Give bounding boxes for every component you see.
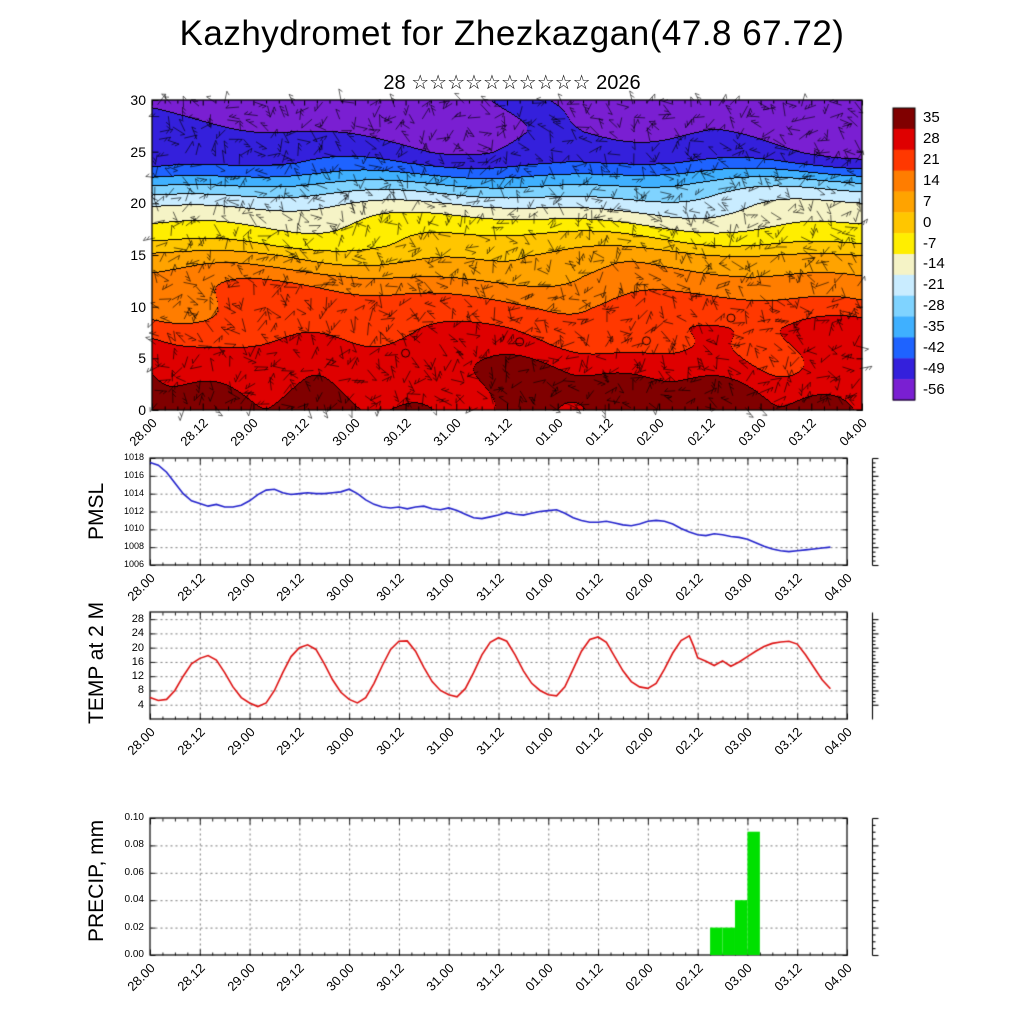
pmsl-axis-title: PMSL (85, 482, 108, 540)
precip-axis-title: PRECIP, mm (85, 819, 108, 942)
temp-axis-title: TEMP at 2 M (85, 601, 108, 724)
